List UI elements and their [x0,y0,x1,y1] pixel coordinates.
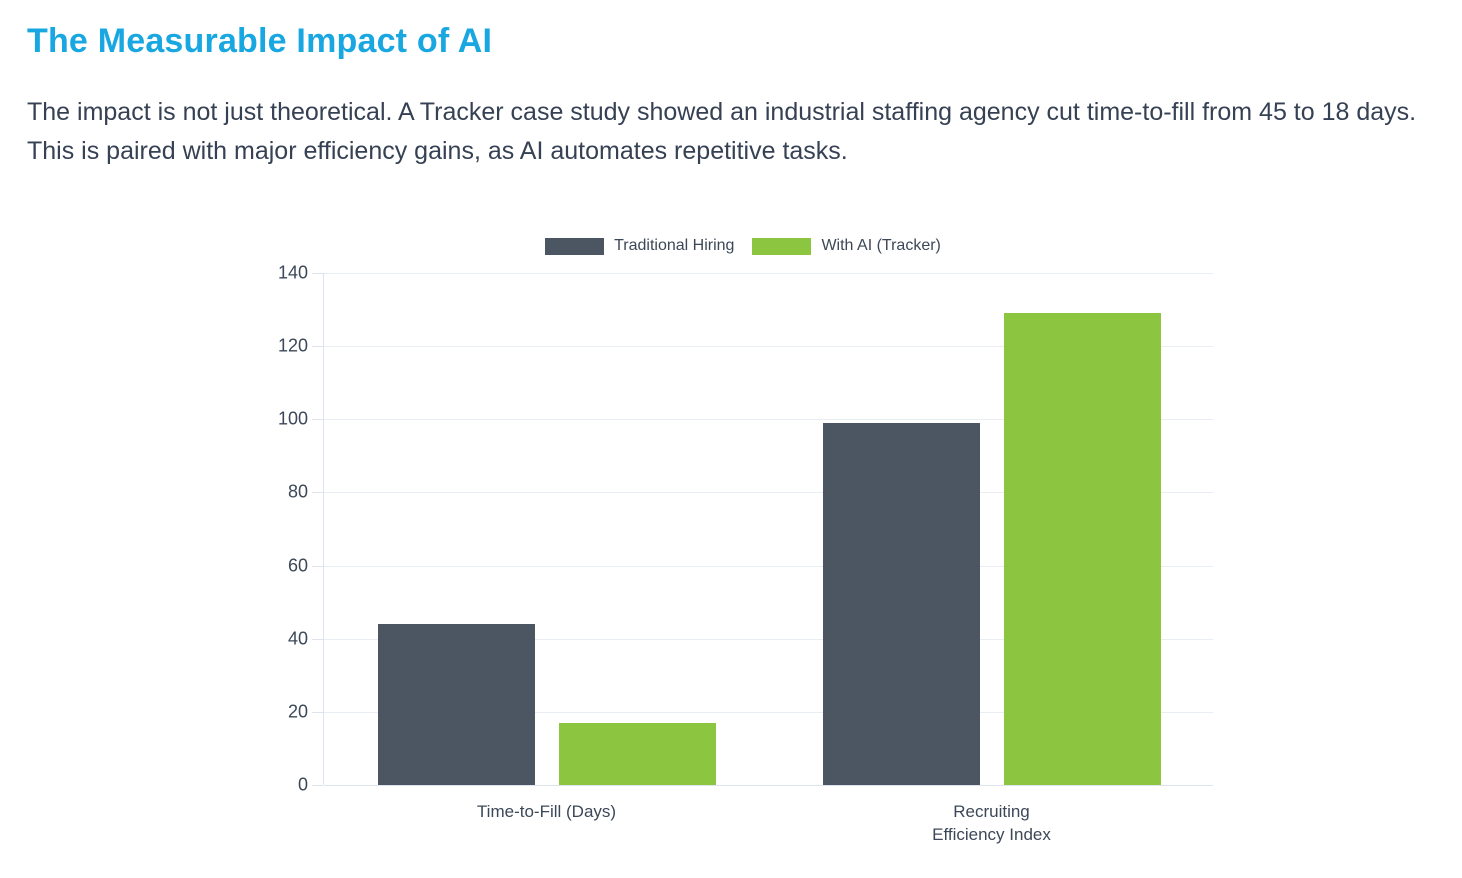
x-axis-label-time-to-fill-days: Time-to-Fill (Days) [476,802,617,821]
legend-swatch-traditional-hiring [545,237,605,255]
bar-with-ai-tracker-time-to-fill-days[interactable] [558,723,716,785]
y-gridline-20 [324,711,1213,713]
y-axis-label-60: 60 [287,555,308,576]
x-axis-label-recruiting: Recruiting Efficiency Index [932,802,1051,844]
y-gridline-80 [324,492,1213,494]
y-tick-60 [312,565,323,567]
article: The Measurable Impact of AI The impact i… [0,20,1462,844]
y-gridline-120 [324,346,1213,348]
y-gridline-0 [324,785,1213,786]
y-axis-label-140: 140 [277,262,308,283]
bar-chart: Traditional Hiring With AI (Tracker) 0 20 4… [0,20,1462,878]
y-axis-label-120: 120 [277,335,308,356]
legend-item-traditional-hiring[interactable]: Traditional Hiring [545,237,734,255]
y-tick-80 [312,492,323,494]
legend-item-with-ai-tracker[interactable]: With AI (Tracker) [752,237,941,255]
y-axis-label-20: 20 [287,701,308,722]
bar-traditional-hiring-time-to-fill-days[interactable] [377,624,535,785]
plot-area: 0 20 40 60 80 100 120 140 Time-to-Fill (Days) Rec… [278,263,1213,844]
y-tick-120 [312,346,323,348]
legend-label-traditional-hiring: Traditional Hiring [614,237,735,254]
page-title: The Measurable Impact of AI [27,22,493,60]
y-axis-label-100: 100 [277,408,308,429]
y-tick-0 [312,785,323,786]
bar-traditional-hiring-recruiting[interactable] [822,423,980,785]
y-gridline-140 [324,273,1213,274]
y-gridline-60 [324,565,1213,567]
legend-swatch-with-ai-tracker [752,237,812,255]
intro-paragraph: The impact is not just theoretical. A Tr… [27,98,1417,165]
chart-legend: Traditional Hiring With AI (Tracker) [298,237,1188,255]
y-axis-label-80: 80 [287,481,308,502]
y-axis-label-0: 0 [297,774,308,795]
y-tick-40 [312,638,323,640]
y-gridline-40 [324,638,1213,640]
y-tick-140 [312,273,323,274]
y-gridline-100 [324,419,1213,421]
y-tick-20 [312,711,323,713]
y-tick-100 [312,419,323,421]
y-axis-label-40: 40 [287,628,308,649]
bar-with-ai-tracker-recruiting[interactable] [1003,313,1161,785]
legend-label-with-ai-tracker: With AI (Tracker) [821,237,941,254]
